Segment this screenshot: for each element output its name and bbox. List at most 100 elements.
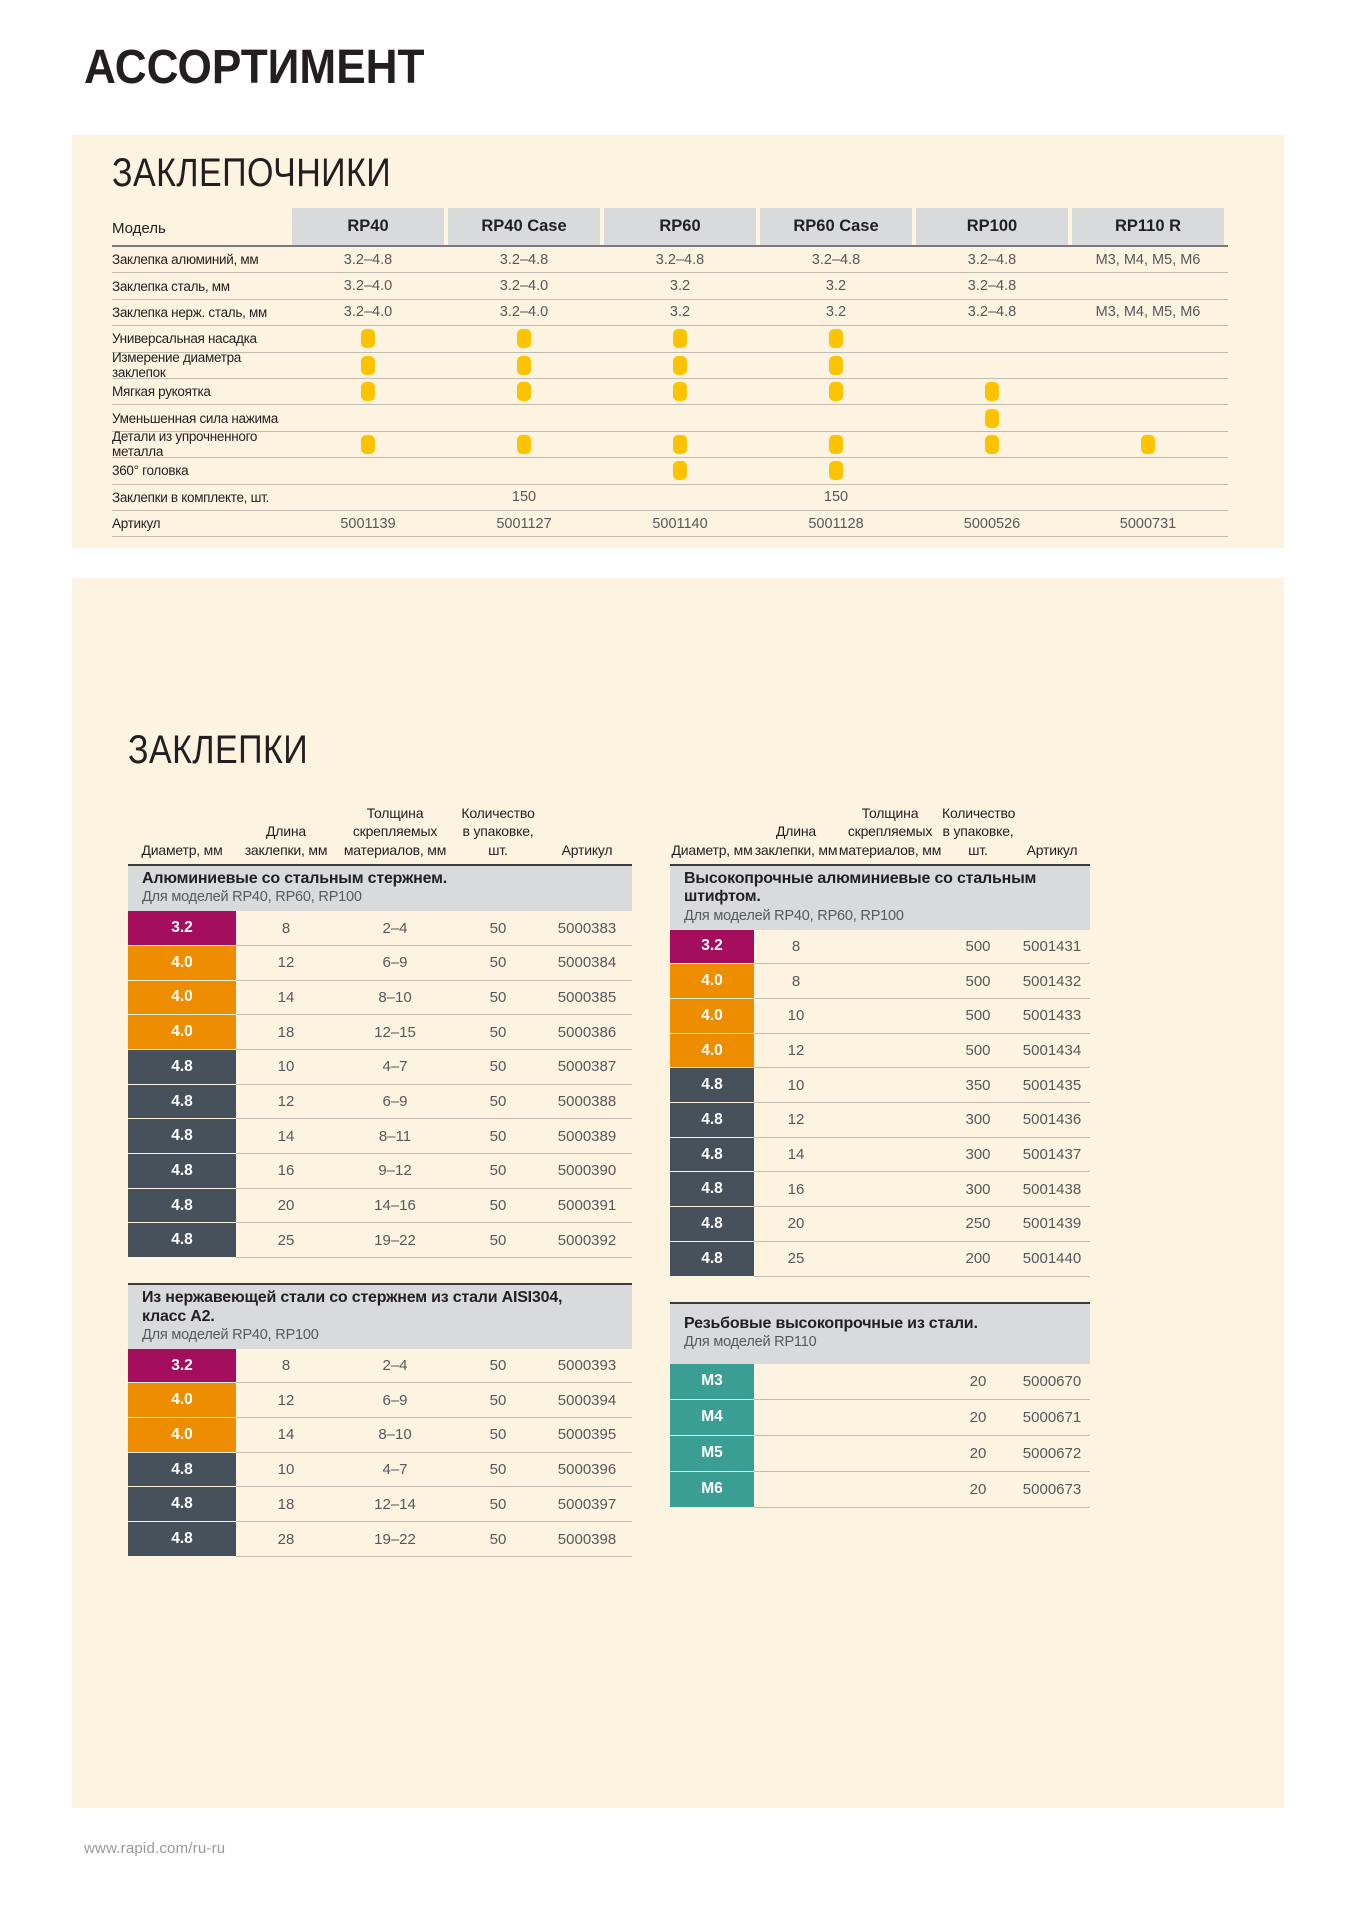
table-cell: 150 [823, 489, 849, 506]
diameter-cell: 4.8 [128, 1452, 236, 1488]
table-row: 4.8 25 19–22 50 5000392 [128, 1223, 632, 1259]
table-cell: 5000398 [542, 1522, 632, 1557]
table-body: M3 20 5000670 M4 20 5000671 M5 20 5000672 M6 20 500… [670, 1363, 1090, 1508]
footer-url: www.rapid.com/ru-ru [84, 1840, 226, 1857]
table-cell: 5000387 [542, 1050, 632, 1085]
rivets-table-stainless: Из нержавеющей стали со стержнем из стал… [128, 1283, 632, 1557]
table-row: M5 20 5000672 [670, 1435, 1090, 1472]
table-cell: 16 [754, 1172, 838, 1208]
table-cell: 3.2–4.0 [343, 304, 393, 321]
table-row: Заклепка сталь, мм 3.2–4.0 3.2–4.0 3.2 3.2 3.… [112, 273, 1228, 300]
table-row: Мягкая рукоятка [112, 379, 1228, 406]
table-cell: 500 [942, 1034, 1014, 1069]
table-cell: 5000385 [542, 981, 632, 1016]
table-cell [914, 434, 1070, 454]
table-cell: 3.2–4.0 [499, 278, 549, 295]
table-cell: 500 [942, 930, 1014, 965]
riveters-section-title: ЗАКЛЕПОЧНИКИ [112, 151, 392, 195]
table-cell: 19–22 [336, 1522, 454, 1557]
feature-dot-icon [1141, 434, 1155, 454]
table-group-subtitle: Для моделей RP40, RP100 [142, 1326, 319, 1343]
table-cell [446, 382, 602, 402]
rivets-tables-grid: Диаметр, мм Длина заклепки, мм Толщина скр… [128, 789, 1284, 1557]
table-cell: 500 [942, 964, 1014, 999]
table-group-header: Высокопрочные алюминиевые со стальным шт… [670, 866, 1090, 930]
rivets-panel: ЗАКЛЕПКИ Диаметр, мм Длина заклепки, мм То… [72, 578, 1284, 1808]
table-cell: 20 [754, 1207, 838, 1242]
diameter-cell: 4.0 [128, 1383, 236, 1419]
feature-dot-icon [361, 329, 375, 349]
column-header: Толщина скрепляемых материалов, мм [343, 804, 447, 858]
diameter-cell: 4.8 [670, 1172, 754, 1208]
table-cell: 12 [236, 1085, 336, 1120]
table-cell: 3.2 [825, 278, 847, 295]
row-label: Заклепки в комплекте, шт. [112, 489, 269, 505]
table-cell: 9–12 [336, 1154, 454, 1189]
table-row: M4 20 5000671 [670, 1399, 1090, 1436]
table-cell: 8 [236, 1349, 336, 1384]
feature-dot-icon [361, 355, 375, 375]
table-cell [914, 382, 1070, 402]
diameter-cell: 4.8 [128, 1223, 236, 1259]
rivets-right-column: Диаметр, мм Длина заклепки, мм Толщина скр… [670, 789, 1090, 1557]
table-cell: 50 [454, 1189, 542, 1224]
table-top-rule [128, 1283, 632, 1286]
table-cell [914, 408, 1070, 428]
table-cell [838, 1068, 942, 1104]
table-cell: 8–10 [336, 981, 454, 1016]
table-cell: 5001437 [1014, 1138, 1090, 1173]
row-label: Универсальная насадка [112, 331, 257, 347]
table-top-rule [670, 864, 1090, 866]
table-cell: 3.2–4.8 [343, 251, 393, 268]
diameter-cell: M3 [670, 1363, 754, 1400]
table-body: 3.2 8 2–4 50 5000383 4.0 12 6–9 50 5000384 4.0 14 8–… [128, 911, 632, 1259]
table-group-subtitle: Для моделей RP40, RP60, RP100 [142, 889, 362, 906]
table-cell: 5000389 [542, 1119, 632, 1155]
table-row: 3.2 8 500 5001431 [670, 929, 1090, 965]
feature-dot-icon [673, 329, 687, 349]
table-row: 4.8 16 9–12 50 5000390 [128, 1154, 632, 1189]
table-cell: 20 [942, 1364, 1014, 1400]
table-cell [446, 329, 602, 349]
table-cell: 8–10 [336, 1418, 454, 1453]
table-cell [446, 355, 602, 375]
table-cell: 5000383 [542, 911, 632, 946]
table-cell: 150 [511, 489, 537, 506]
row-label: Измерение диаметра заклепок [112, 350, 242, 381]
model-header-cell: RP60 [604, 208, 756, 245]
diameter-cell: 4.0 [128, 1418, 236, 1453]
table-cell: 50 [454, 1085, 542, 1120]
table-cell: 50 [454, 1453, 542, 1488]
table-row: Заклепка нерж. сталь, мм 3.2–4.0 3.2–4.0 3.… [112, 300, 1228, 327]
rivets-column-headers: Диаметр, мм Длина заклепки, мм Толщина скр… [128, 789, 632, 859]
diameter-cell: 4.8 [128, 1522, 236, 1557]
diameter-cell: 4.8 [670, 1103, 754, 1138]
feature-dot-icon [517, 329, 531, 349]
table-cell: 5001434 [1014, 1034, 1090, 1069]
diameter-cell: 4.0 [128, 980, 236, 1016]
table-cell: 5000397 [542, 1487, 632, 1523]
table-cell [758, 461, 914, 481]
model-header-cell: RP100 [916, 208, 1068, 245]
table-group-header: Из нержавеющей стали со стержнем из стал… [128, 1285, 632, 1349]
table-row: Артикул 5001139 5001127 5001140 5001128 50005… [112, 511, 1228, 538]
table-row: 4.8 20 14–16 50 5000391 [128, 1188, 632, 1224]
rivets-table-threaded: Резьбовые высокопрочные из стали. Для мо… [670, 1301, 1090, 1508]
table-cell [1070, 434, 1226, 454]
table-cell [758, 355, 914, 375]
model-header-cell: RP40 [292, 208, 444, 245]
table-cell: 6–9 [336, 946, 454, 981]
table-cell: 8–11 [336, 1119, 454, 1155]
table-cell: 3.2 [669, 278, 691, 295]
table-top-rule [670, 1301, 1090, 1304]
diameter-cell: 4.8 [128, 1119, 236, 1155]
table-row: 360° головка [112, 458, 1228, 485]
table-cell: 5001436 [1014, 1103, 1090, 1138]
table-cell [838, 999, 942, 1034]
diameter-cell: 4.8 [670, 1207, 754, 1242]
table-cell: 50 [454, 1154, 542, 1189]
table-cell: 50 [454, 1349, 542, 1384]
row-label: Мягкая рукоятка [112, 384, 211, 400]
table-row: 4.8 10 4–7 50 5000387 [128, 1049, 632, 1085]
table-row: 4.8 14 8–11 50 5000389 [128, 1119, 632, 1155]
